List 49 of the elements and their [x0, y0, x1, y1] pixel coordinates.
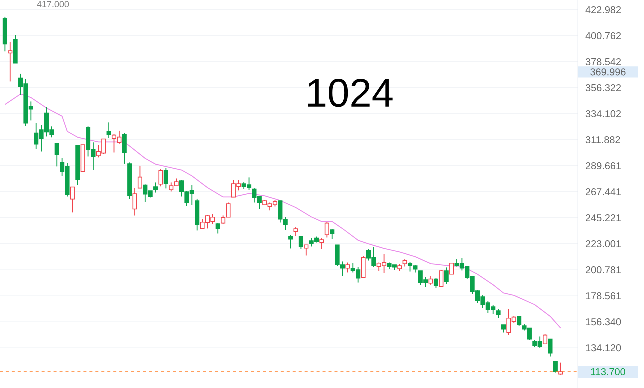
candlestick — [70, 186, 75, 214]
y-tick-label: 200.781 — [586, 266, 622, 274]
candlestick — [553, 361, 558, 374]
candlestick — [450, 262, 454, 275]
candlestick — [361, 256, 366, 278]
y-tick-label: 334.102 — [586, 110, 622, 118]
y-tick-label: 245.221 — [586, 214, 622, 222]
y-tick-label: 378.542 — [586, 58, 622, 66]
candlestick — [439, 270, 444, 288]
candlestick — [304, 244, 309, 256]
candlestick — [444, 267, 449, 285]
text: 369.996 — [590, 68, 626, 76]
y-tick-label: 134.120 — [586, 344, 622, 352]
candlestick — [298, 236, 304, 250]
y-tick-label: 422.982 — [586, 6, 622, 14]
y-tick-label: 178.561 — [586, 292, 622, 300]
candlestick — [434, 278, 438, 289]
y-tick-label: 400.762 — [586, 32, 622, 40]
candlestick — [428, 276, 434, 286]
candlestick — [324, 222, 330, 238]
candlestick — [164, 168, 168, 190]
candlestick — [496, 308, 501, 318]
y-tick-label: 356.322 — [586, 84, 622, 92]
candlestick — [132, 188, 138, 216]
candlestick — [346, 262, 350, 274]
candlestick — [54, 142, 60, 168]
candlestick — [320, 238, 324, 250]
candlestick — [517, 316, 522, 327]
y-tick-label: 311.882 — [586, 136, 620, 144]
candlestick — [122, 132, 127, 164]
y-tick-label: 267.441 — [586, 188, 622, 196]
candlestick — [226, 202, 231, 218]
candlestick — [195, 198, 200, 232]
y-tick-label: 156.340 — [586, 318, 622, 326]
candlestick — [8, 42, 13, 82]
candlestick — [288, 234, 294, 250]
candlestick — [158, 168, 164, 188]
text: 1024 — [308, 79, 393, 108]
candlestick — [138, 166, 142, 189]
candlestick — [543, 334, 548, 345]
y-tick-label: 289.661 — [586, 162, 622, 170]
candlestick — [13, 34, 18, 64]
annotation: 417.000 — [37, 1, 70, 8]
candlestick — [106, 122, 112, 139]
candlestick — [330, 228, 335, 240]
y-tick-label: 223.001 — [586, 240, 622, 248]
candlestick — [154, 182, 158, 194]
ref-line-label: 113.700 — [591, 368, 626, 376]
candlestick — [548, 338, 553, 358]
